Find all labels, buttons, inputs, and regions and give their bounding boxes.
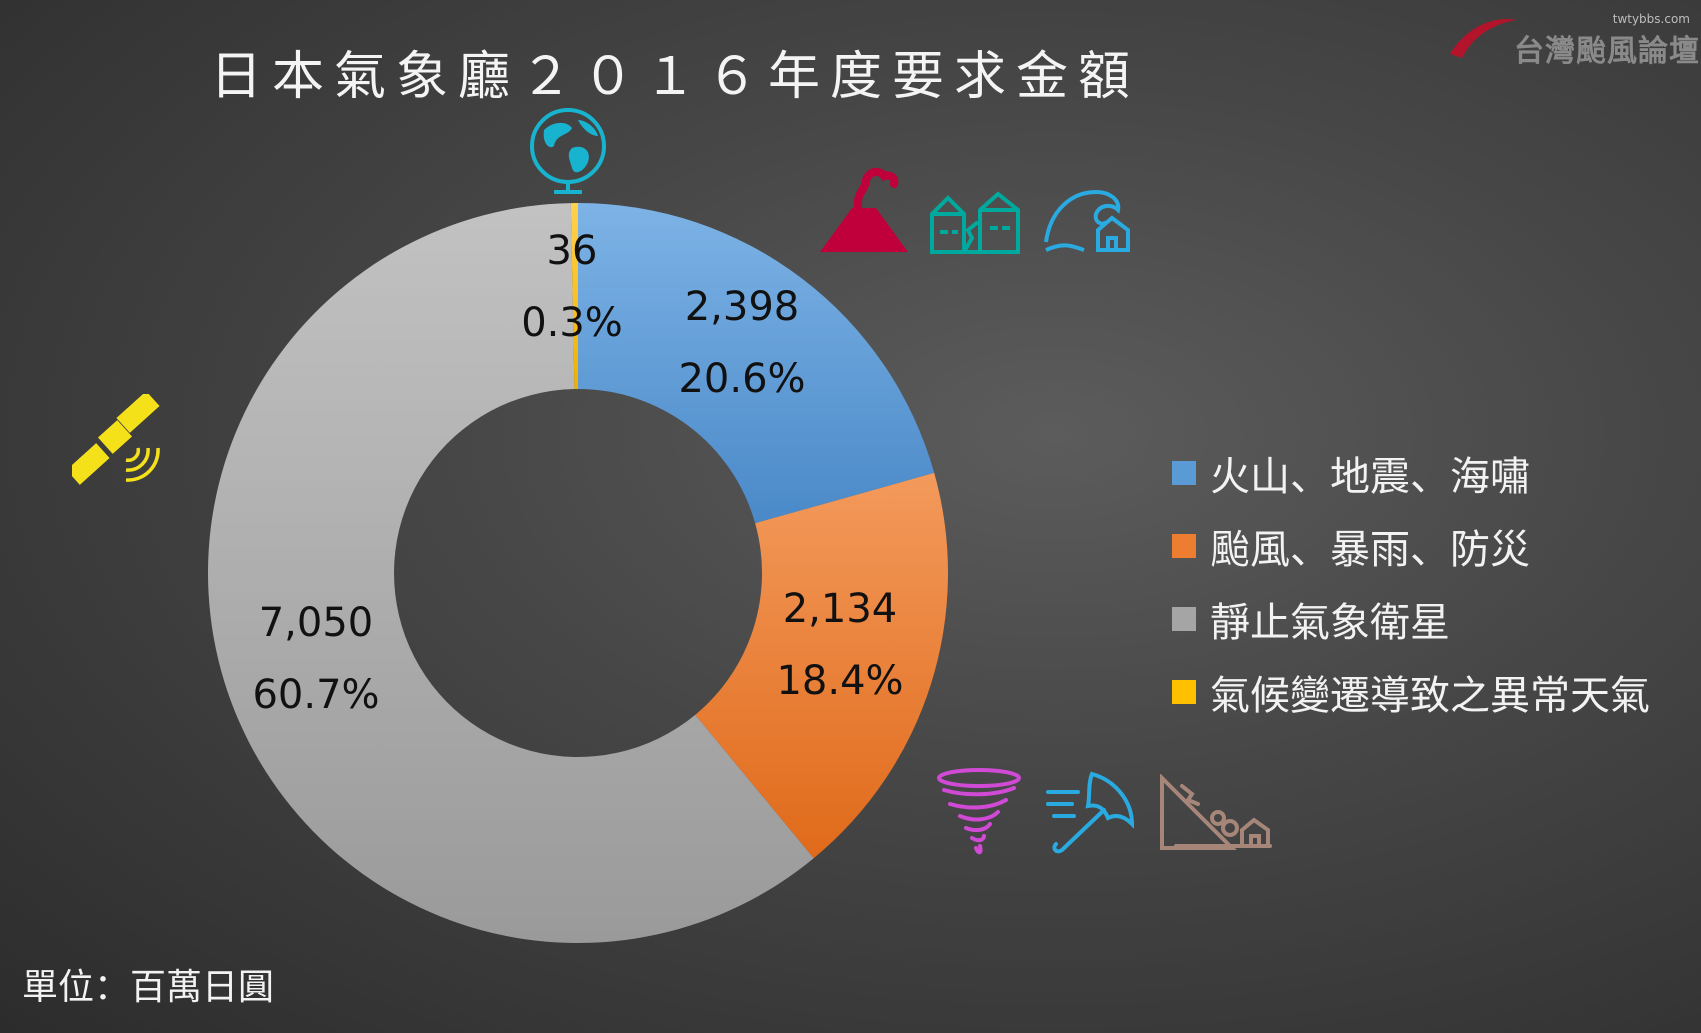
data-label-percent: 60.7% [252, 672, 379, 718]
legend-item-geostationary-satellite: 靜止氣象衛星 [1172, 582, 1650, 655]
logo-swoosh-icon [1450, 19, 1516, 58]
slice-typhoon-rain-disaster [695, 472, 949, 859]
legend-swatch [1172, 606, 1196, 631]
chart-legend: 火山、地震、海嘯 颱風、暴雨、防災 靜止氣象衛星 氣候變遷導致之異常天氣 [1172, 436, 1650, 728]
data-label-value: 36 [547, 228, 598, 274]
legend-label: 靜止氣象衛星 [1210, 599, 1450, 646]
globe-icon [530, 108, 606, 194]
site-logo: twtybbs.com 台灣颱風論壇 [1448, 10, 1700, 70]
legend-item-volcano-earthquake-tsunami: 火山、地震、海嘯 [1172, 436, 1650, 509]
data-label-percent: 18.4% [776, 658, 903, 704]
heavy-rain-icon [1046, 771, 1135, 854]
slice-geostationary-satellite [208, 203, 814, 943]
data-label-value: 2,398 [685, 284, 800, 330]
legend-label: 氣候變遷導致之異常天氣 [1210, 672, 1650, 719]
legend-swatch [1172, 460, 1196, 485]
legend-label: 颱風、暴雨、防災 [1210, 526, 1530, 573]
legend-swatch [1172, 679, 1196, 704]
logo-name: 台灣颱風論壇 [1514, 34, 1700, 69]
slice-volcano-earthquake-tsunami [578, 203, 935, 524]
slice-climate-change [570, 203, 578, 390]
data-label-percent: 20.6% [678, 356, 805, 402]
landslide-icon [1160, 774, 1272, 850]
typhoon-icon [937, 768, 1021, 855]
chart-title: 日本氣象廳２０１６年度要求金額 [209, 47, 1140, 107]
volcano-icon [820, 167, 908, 252]
legend-swatch [1172, 533, 1196, 558]
tsunami-icon [1044, 189, 1130, 252]
logo-site: twtybbs.com [1612, 12, 1690, 26]
earthquake-icon [930, 191, 1020, 254]
legend-item-typhoon-rain-disaster: 颱風、暴雨、防災 [1172, 509, 1650, 582]
data-label-value: 2,134 [783, 586, 898, 632]
data-label-percent: 0.3% [521, 300, 623, 346]
unit-label: 單位：百萬日圓 [22, 967, 275, 1008]
legend-item-climate-change: 氣候變遷導致之異常天氣 [1172, 655, 1650, 728]
legend-label: 火山、地震、海嘯 [1210, 453, 1530, 500]
data-label-value: 7,050 [259, 600, 374, 646]
satellite-icon [72, 394, 160, 485]
